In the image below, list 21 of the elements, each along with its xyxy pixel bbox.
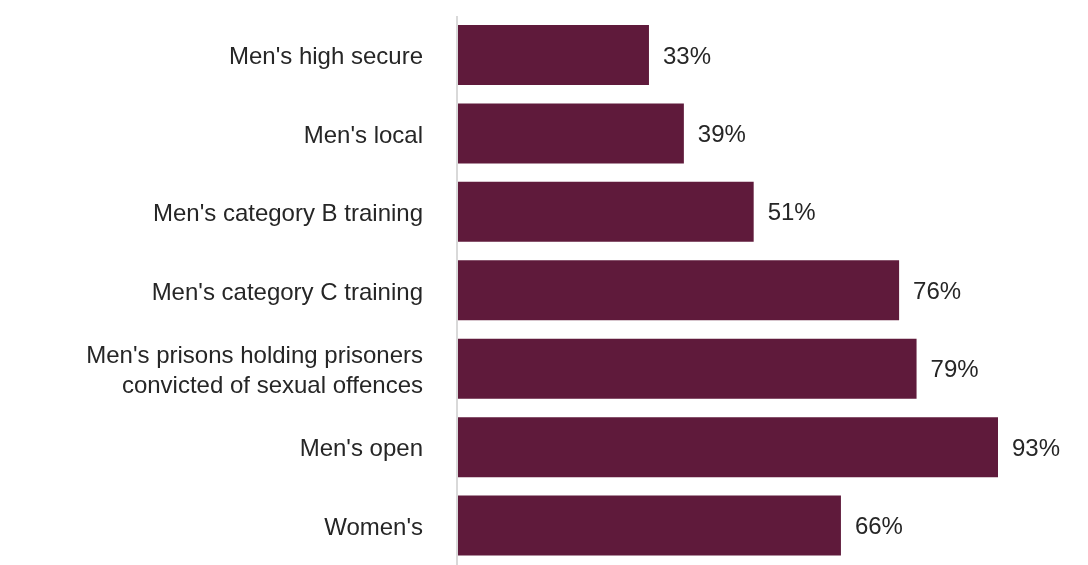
data-label: 93% <box>1012 433 1061 461</box>
data-label: 79% <box>930 355 979 383</box>
y-tick-label: Men's prisons holding prisoners convicted of sexual offences <box>86 340 423 398</box>
y-tick-label: Men's category B training <box>152 198 423 226</box>
y-tick-label: Men's category C training <box>151 277 423 304</box>
data-label: 51% <box>767 198 816 226</box>
y-tick-label: Men's local <box>303 120 423 148</box>
bar <box>457 260 900 321</box>
data-label: 33% <box>662 41 712 69</box>
bar <box>457 495 841 556</box>
data-label: 39% <box>697 119 746 147</box>
bar <box>457 25 649 85</box>
bar <box>457 338 917 399</box>
y-tick-label: Men's open <box>299 433 423 461</box>
data-label: 76% <box>913 276 962 304</box>
y-tick-label: Women's <box>324 512 423 540</box>
bar <box>457 181 754 242</box>
data-label: 66% <box>854 512 903 540</box>
bar <box>457 103 684 164</box>
y-tick-label: Men's high secure <box>228 41 423 69</box>
bar <box>457 417 998 478</box>
